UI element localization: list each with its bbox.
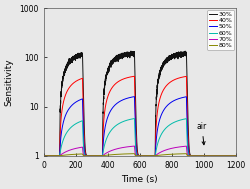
30% [52,155,55,157]
Line: 80%: 80% [44,154,235,156]
80% [133,153,136,155]
40% [133,75,136,77]
30% [112,59,114,61]
60% [112,127,114,129]
60% [164,127,167,129]
30% [130,50,132,52]
40% [184,75,188,78]
40% [156,112,159,115]
80% [156,154,159,157]
60% [184,118,188,120]
Line: 60%: 60% [44,119,235,156]
70% [52,155,55,157]
30% [195,155,198,157]
80% [184,153,188,155]
50% [234,155,237,157]
60% [133,117,136,120]
80% [195,155,198,157]
50% [112,106,114,108]
50% [184,96,188,98]
Legend: 30%, 40%, 50%, 60%, 70%, 80%: 30%, 40%, 50%, 60%, 70%, 80% [207,10,234,50]
60% [156,144,159,146]
30% [164,60,167,62]
60% [195,155,198,157]
70% [112,149,114,151]
50% [156,130,159,132]
50% [42,155,45,157]
40% [112,85,114,88]
30% [156,86,159,88]
70% [42,155,45,157]
70% [133,145,136,147]
40% [234,155,237,157]
60% [42,155,45,157]
80% [42,155,45,157]
60% [234,155,237,157]
70% [156,153,159,155]
70% [234,155,237,157]
Y-axis label: Sensitivity: Sensitivity [5,58,14,106]
30% [42,155,45,157]
Line: 70%: 70% [44,146,235,156]
70% [195,155,198,157]
80% [234,155,237,157]
30% [234,155,237,157]
60% [52,155,55,157]
Text: air: air [197,122,207,145]
50% [133,95,136,98]
70% [184,145,188,147]
X-axis label: Time (s): Time (s) [121,175,158,184]
40% [164,86,167,88]
70% [164,149,167,151]
80% [164,153,167,156]
40% [42,155,45,157]
30% [184,53,188,55]
Line: 50%: 50% [44,97,235,156]
50% [195,155,198,157]
40% [52,155,55,157]
50% [164,106,167,109]
Line: 30%: 30% [44,51,235,156]
80% [112,153,114,156]
Line: 40%: 40% [44,76,235,156]
80% [52,155,55,157]
50% [52,155,55,157]
40% [195,155,198,157]
